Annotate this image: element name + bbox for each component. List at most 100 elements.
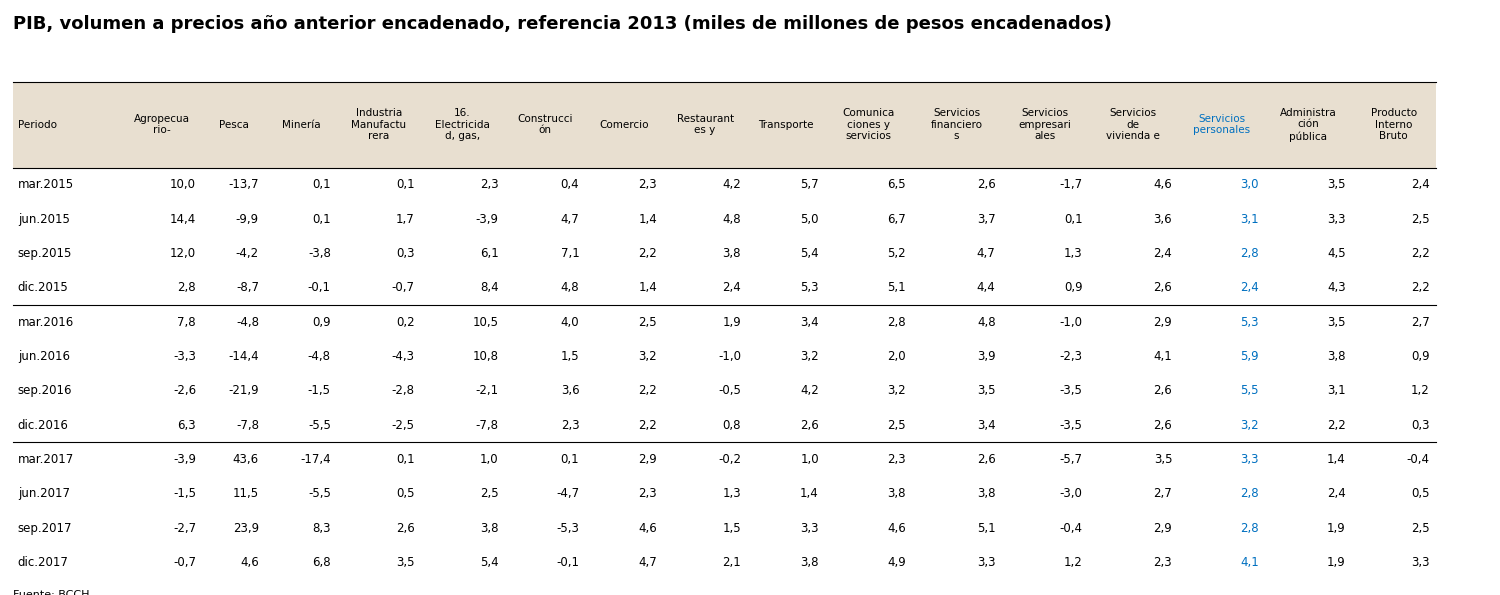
Text: Comunica
ciones y
servicios: Comunica ciones y servicios bbox=[842, 108, 894, 141]
Text: -0,7: -0,7 bbox=[392, 281, 414, 294]
Text: 0,1: 0,1 bbox=[312, 212, 332, 226]
Text: 0,3: 0,3 bbox=[396, 247, 414, 260]
Text: -3,5: -3,5 bbox=[1059, 384, 1083, 397]
Text: 0,9: 0,9 bbox=[1064, 281, 1083, 294]
Text: 0,4: 0,4 bbox=[561, 178, 579, 191]
Text: 0,2: 0,2 bbox=[396, 315, 414, 328]
Text: 1,2: 1,2 bbox=[1064, 556, 1083, 569]
Text: 2,4: 2,4 bbox=[723, 281, 741, 294]
Text: -3,3: -3,3 bbox=[172, 350, 196, 363]
Text: 5,2: 5,2 bbox=[886, 247, 906, 260]
Text: 14,4: 14,4 bbox=[170, 212, 196, 226]
Text: 3,4: 3,4 bbox=[976, 418, 996, 431]
Text: dic.2015: dic.2015 bbox=[18, 281, 69, 294]
Text: 2,5: 2,5 bbox=[1412, 522, 1430, 534]
Text: 1,9: 1,9 bbox=[723, 315, 741, 328]
Text: 6,1: 6,1 bbox=[480, 247, 498, 260]
Text: 2,6: 2,6 bbox=[976, 178, 996, 191]
Text: 4,7: 4,7 bbox=[976, 247, 996, 260]
Text: 6,7: 6,7 bbox=[886, 212, 906, 226]
Text: 3,0: 3,0 bbox=[1240, 178, 1258, 191]
Text: 4,7: 4,7 bbox=[561, 212, 579, 226]
Text: 2,8: 2,8 bbox=[886, 315, 906, 328]
Text: 2,6: 2,6 bbox=[396, 522, 414, 534]
Text: 1,5: 1,5 bbox=[561, 350, 579, 363]
Text: -2,8: -2,8 bbox=[392, 384, 414, 397]
Text: 4,0: 4,0 bbox=[561, 315, 579, 328]
Text: 4,3: 4,3 bbox=[1328, 281, 1346, 294]
Text: Comercio: Comercio bbox=[600, 120, 650, 130]
Text: 5,4: 5,4 bbox=[800, 247, 819, 260]
Text: 3,8: 3,8 bbox=[801, 556, 819, 569]
Text: -7,8: -7,8 bbox=[476, 418, 498, 431]
Text: -0,2: -0,2 bbox=[718, 453, 741, 466]
Text: 4,6: 4,6 bbox=[240, 556, 260, 569]
Text: 3,9: 3,9 bbox=[976, 350, 996, 363]
Text: 2,5: 2,5 bbox=[639, 315, 657, 328]
Text: 2,8: 2,8 bbox=[1240, 522, 1258, 534]
Text: -5,7: -5,7 bbox=[1059, 453, 1083, 466]
Text: -3,0: -3,0 bbox=[1059, 487, 1083, 500]
Text: 0,1: 0,1 bbox=[1064, 212, 1083, 226]
Text: 1,0: 1,0 bbox=[800, 453, 819, 466]
Text: 2,2: 2,2 bbox=[1328, 418, 1346, 431]
Text: 3,5: 3,5 bbox=[976, 384, 996, 397]
Text: 3,5: 3,5 bbox=[396, 556, 414, 569]
Text: Servicios
empresari
ales: Servicios empresari ales bbox=[1019, 108, 1071, 141]
Text: 4,8: 4,8 bbox=[723, 212, 741, 226]
Text: -4,8: -4,8 bbox=[308, 350, 332, 363]
Text: 1,0: 1,0 bbox=[480, 453, 498, 466]
Text: 4,6: 4,6 bbox=[639, 522, 657, 534]
Text: Minería: Minería bbox=[282, 120, 320, 130]
Text: -0,4: -0,4 bbox=[1407, 453, 1430, 466]
Text: 2,3: 2,3 bbox=[639, 487, 657, 500]
Text: 4,5: 4,5 bbox=[1328, 247, 1346, 260]
Text: jun.2017: jun.2017 bbox=[18, 487, 70, 500]
Text: 3,5: 3,5 bbox=[1328, 178, 1346, 191]
Text: -0,5: -0,5 bbox=[718, 384, 741, 397]
Text: -2,6: -2,6 bbox=[172, 384, 196, 397]
Text: 2,7: 2,7 bbox=[1412, 315, 1430, 328]
Text: dic.2016: dic.2016 bbox=[18, 418, 69, 431]
Text: mar.2017: mar.2017 bbox=[18, 453, 74, 466]
Text: 0,5: 0,5 bbox=[396, 487, 414, 500]
Text: Periodo: Periodo bbox=[18, 120, 57, 130]
Text: 3,5: 3,5 bbox=[1328, 315, 1346, 328]
Text: 2,8: 2,8 bbox=[177, 281, 197, 294]
Text: 5,7: 5,7 bbox=[800, 178, 819, 191]
Text: Pesca: Pesca bbox=[219, 120, 249, 130]
Text: 10,5: 10,5 bbox=[472, 315, 498, 328]
Text: -17,4: -17,4 bbox=[300, 453, 332, 466]
Text: mar.2016: mar.2016 bbox=[18, 315, 74, 328]
Text: 3,3: 3,3 bbox=[801, 522, 819, 534]
Text: -21,9: -21,9 bbox=[228, 384, 260, 397]
Text: 2,1: 2,1 bbox=[723, 556, 741, 569]
Text: -3,9: -3,9 bbox=[476, 212, 498, 226]
Text: 4,1: 4,1 bbox=[1154, 350, 1172, 363]
Text: 11,5: 11,5 bbox=[232, 487, 260, 500]
Text: 1,4: 1,4 bbox=[1328, 453, 1346, 466]
Text: 2,3: 2,3 bbox=[1154, 556, 1172, 569]
Text: 5,5: 5,5 bbox=[1240, 384, 1258, 397]
Bar bbox=[13, 82, 1436, 168]
Text: 5,3: 5,3 bbox=[1240, 315, 1258, 328]
Text: jun.2016: jun.2016 bbox=[18, 350, 70, 363]
Text: 3,2: 3,2 bbox=[639, 350, 657, 363]
Text: 5,9: 5,9 bbox=[1240, 350, 1258, 363]
Text: -8,7: -8,7 bbox=[236, 281, 260, 294]
Text: PIB, volumen a precios año anterior encadenado, referencia 2013 (miles de millon: PIB, volumen a precios año anterior enca… bbox=[13, 15, 1112, 33]
Text: Industria
Manufactu
rera: Industria Manufactu rera bbox=[351, 108, 406, 141]
Text: 2,5: 2,5 bbox=[480, 487, 498, 500]
Text: Administra
ción
pública: Administra ción pública bbox=[1280, 108, 1336, 142]
Text: -1,0: -1,0 bbox=[718, 350, 741, 363]
Text: 5,1: 5,1 bbox=[976, 522, 996, 534]
Text: 2,8: 2,8 bbox=[1240, 487, 1258, 500]
Text: Servicios
financiero
s: Servicios financiero s bbox=[930, 108, 982, 141]
Text: 6,8: 6,8 bbox=[312, 556, 332, 569]
Text: 1,2: 1,2 bbox=[1412, 384, 1430, 397]
Text: 2,3: 2,3 bbox=[561, 418, 579, 431]
Text: 2,4: 2,4 bbox=[1240, 281, 1258, 294]
Text: 3,6: 3,6 bbox=[561, 384, 579, 397]
Text: 0,8: 0,8 bbox=[723, 418, 741, 431]
Text: -14,4: -14,4 bbox=[228, 350, 260, 363]
